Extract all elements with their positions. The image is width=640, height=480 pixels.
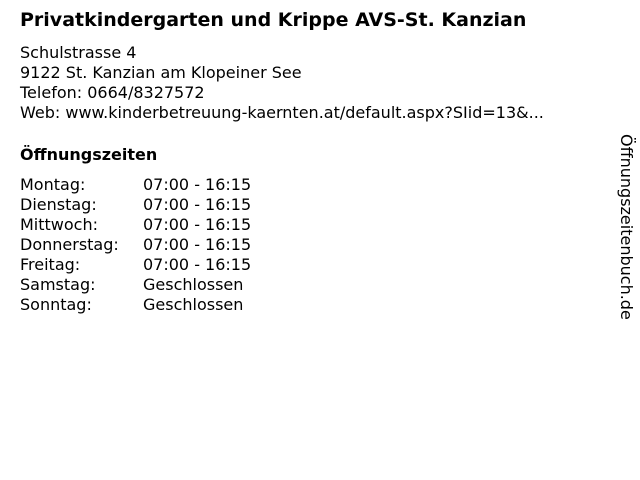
time: 07:00 - 16:15 xyxy=(143,175,252,194)
day: Montag: xyxy=(20,175,86,194)
time: Geschlossen xyxy=(143,295,244,314)
phone: Telefon: 0664/8327572 xyxy=(20,83,205,102)
page-title: Privatkindergarten und Krippe AVS-St. Ka… xyxy=(20,9,527,31)
hours-row: Dienstag: 07:00 - 16:15 xyxy=(20,195,251,215)
day: Donnerstag: xyxy=(20,235,119,254)
day: Freitag: xyxy=(20,255,81,274)
hours-heading: Öffnungszeiten xyxy=(20,145,158,164)
time: 07:00 - 16:15 xyxy=(143,195,252,214)
hours-row: Mittwoch: 07:00 - 16:15 xyxy=(20,215,251,235)
hours-row: Freitag: 07:00 - 16:15 xyxy=(20,255,251,275)
time: 07:00 - 16:15 xyxy=(143,235,252,254)
day: Sonntag: xyxy=(20,295,92,314)
hours-row: Samstag: Geschlossen xyxy=(20,275,251,295)
day: Mittwoch: xyxy=(20,215,98,234)
hours-row: Donnerstag: 07:00 - 16:15 xyxy=(20,235,251,255)
street: Schulstrasse 4 xyxy=(20,43,137,62)
time: 07:00 - 16:15 xyxy=(143,255,252,274)
hours-row: Sonntag: Geschlossen xyxy=(20,295,251,315)
web-link[interactable]: Web: www.kinderbetreuung-kaernten.at/def… xyxy=(20,103,544,122)
time: Geschlossen xyxy=(143,275,244,294)
hours-table: Montag: 07:00 - 16:15 Dienstag: 07:00 - 16… xyxy=(20,175,251,315)
hours-row: Montag: 07:00 - 16:15 xyxy=(20,175,251,195)
day: Dienstag: xyxy=(20,195,97,214)
watermark: Öffnungszeitenbuch.de xyxy=(617,134,636,320)
city: 9122 St. Kanzian am Klopeiner See xyxy=(20,63,302,82)
time: 07:00 - 16:15 xyxy=(143,215,252,234)
day: Samstag: xyxy=(20,275,96,294)
address-block: Schulstrasse 4 9122 St. Kanzian am Klope… xyxy=(20,43,544,123)
